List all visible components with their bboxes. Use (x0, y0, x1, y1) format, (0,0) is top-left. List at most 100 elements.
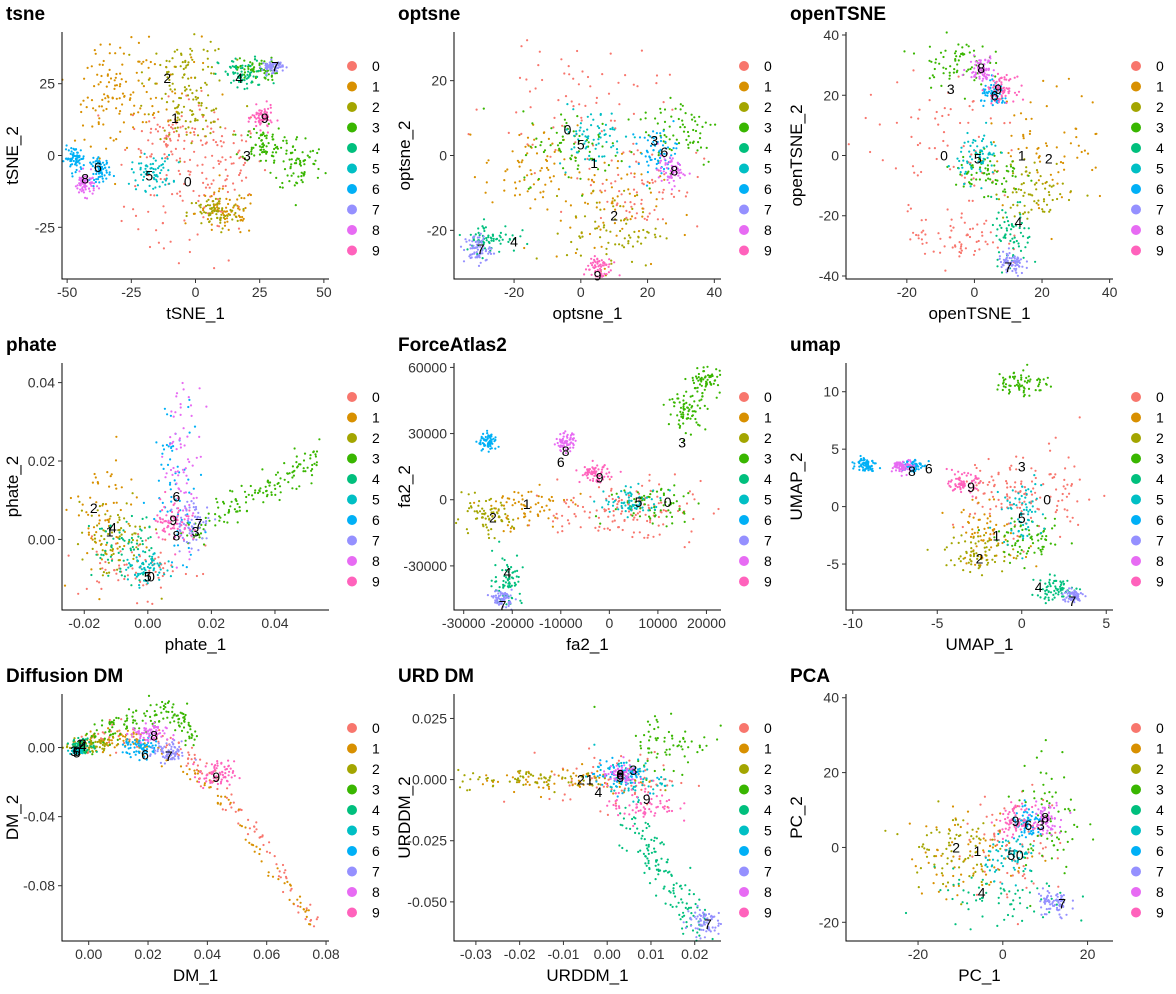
data-point (117, 551, 120, 554)
data-point (481, 516, 484, 519)
data-point (255, 70, 258, 73)
data-point (991, 104, 994, 107)
data-point (171, 442, 174, 445)
data-point (979, 61, 982, 64)
data-point (613, 222, 616, 225)
data-point (963, 221, 966, 224)
data-point (130, 168, 133, 171)
data-point (247, 116, 251, 119)
data-point (96, 73, 99, 76)
data-point (144, 569, 147, 572)
data-point (598, 264, 601, 267)
data-point (145, 516, 148, 519)
data-point (967, 121, 970, 124)
data-point (578, 235, 581, 238)
data-point (84, 188, 87, 191)
data-point (696, 175, 699, 179)
data-point (240, 196, 243, 200)
data-point (581, 505, 585, 509)
data-point (186, 458, 190, 461)
data-point (1013, 215, 1016, 218)
data-point (956, 63, 959, 66)
data-point (978, 155, 981, 158)
data-point (614, 208, 617, 211)
data-point (689, 395, 692, 398)
data-point (210, 109, 213, 112)
data-point (89, 177, 93, 180)
data-point (101, 98, 104, 101)
data-point (620, 160, 623, 163)
data-point (80, 110, 83, 114)
data-point (237, 80, 241, 83)
data-point (494, 594, 497, 597)
data-point (520, 601, 523, 605)
data-point (655, 162, 658, 166)
data-point (593, 255, 596, 258)
data-point (662, 523, 665, 526)
data-point (542, 150, 545, 154)
data-point (196, 96, 200, 99)
data-point (130, 584, 133, 587)
x-axis-label: openTSNE_1 (928, 304, 1030, 323)
data-point (630, 499, 633, 502)
data-point (501, 569, 504, 572)
data-point (147, 113, 150, 116)
data-point (609, 269, 612, 272)
data-point (85, 197, 89, 200)
data-point (205, 200, 208, 203)
data-point (126, 578, 129, 581)
data-point (958, 159, 961, 163)
data-point (230, 162, 233, 165)
data-point (586, 137, 590, 140)
data-point (984, 240, 987, 243)
data-point (187, 405, 190, 409)
data-point (81, 531, 84, 534)
cluster-label: 8 (173, 528, 181, 544)
data-point (572, 108, 575, 111)
data-point (171, 565, 174, 568)
data-point (237, 151, 240, 154)
data-point (616, 140, 619, 143)
data-point (579, 126, 582, 129)
data-point (165, 66, 168, 69)
data-point (266, 124, 269, 127)
data-point (171, 90, 174, 93)
data-point (503, 507, 506, 510)
data-point (224, 184, 227, 188)
data-point (597, 516, 600, 519)
data-point (637, 230, 641, 233)
data-point (618, 103, 621, 106)
data-point (163, 407, 166, 410)
data-point (174, 498, 177, 501)
data-point (953, 52, 957, 55)
data-point (492, 239, 495, 242)
x-tick-label: 20000 (687, 615, 726, 631)
data-point (192, 131, 196, 134)
data-point (1018, 261, 1021, 264)
data-point (968, 199, 971, 202)
data-point (90, 568, 93, 571)
data-point (252, 75, 255, 78)
data-point (90, 535, 94, 538)
data-point (1037, 199, 1040, 202)
data-point (215, 213, 218, 216)
data-point (150, 153, 153, 156)
data-point (265, 100, 268, 103)
data-point (599, 189, 602, 192)
data-point (247, 67, 250, 70)
data-point (182, 427, 185, 430)
data-point (550, 127, 553, 130)
data-point (199, 532, 203, 535)
data-point (1021, 265, 1024, 268)
data-point (594, 275, 597, 278)
data-point (517, 491, 520, 494)
data-point (484, 191, 487, 194)
data-point (255, 117, 258, 120)
data-point (124, 80, 128, 83)
data-point (104, 503, 108, 506)
data-point (156, 130, 160, 133)
data-point (607, 515, 610, 518)
data-point (487, 234, 490, 237)
data-point (135, 556, 138, 559)
data-point (1051, 178, 1054, 181)
